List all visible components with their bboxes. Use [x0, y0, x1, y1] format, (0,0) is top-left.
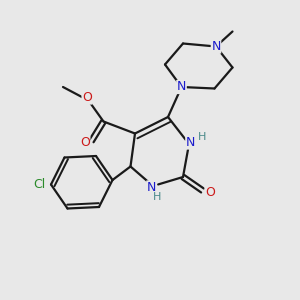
Text: H: H — [198, 132, 207, 142]
Text: O: O — [82, 91, 92, 104]
Text: O: O — [80, 136, 90, 149]
Text: N: N — [186, 136, 195, 149]
Text: N: N — [177, 80, 186, 94]
Text: H: H — [153, 192, 162, 203]
Text: O: O — [205, 186, 215, 200]
Text: Cl: Cl — [34, 178, 46, 191]
Text: N: N — [147, 181, 156, 194]
Text: N: N — [211, 40, 221, 53]
